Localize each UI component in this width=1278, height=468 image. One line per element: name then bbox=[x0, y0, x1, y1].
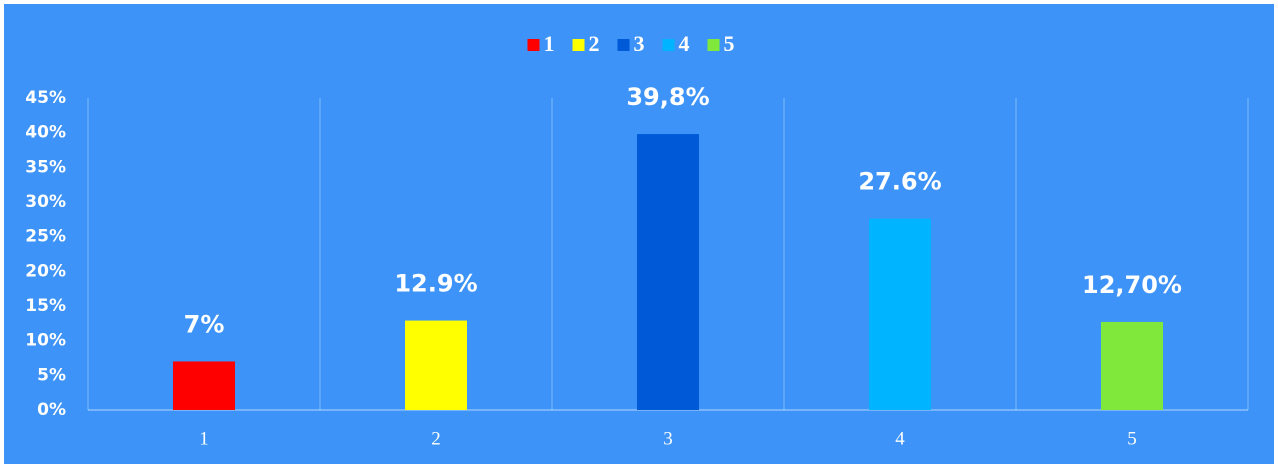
data-label: 12,70% bbox=[1082, 271, 1182, 299]
legend-swatch bbox=[527, 39, 540, 51]
x-tick-label: 3 bbox=[663, 428, 673, 449]
y-tick-label: 25% bbox=[25, 227, 66, 247]
legend-swatch bbox=[617, 39, 630, 51]
y-tick-label: 45% bbox=[25, 88, 66, 108]
y-tick-label: 35% bbox=[25, 157, 66, 177]
data-label: 12.9% bbox=[394, 270, 477, 298]
x-tick-label: 5 bbox=[1127, 428, 1137, 449]
legend-label: 4 bbox=[679, 31, 690, 56]
data-label: 7% bbox=[184, 310, 225, 338]
legend-swatch bbox=[662, 39, 675, 51]
y-tick-label: 30% bbox=[25, 192, 66, 212]
legend-swatch bbox=[707, 39, 720, 51]
y-tick-label: 20% bbox=[25, 261, 66, 281]
bar bbox=[637, 134, 699, 410]
bar bbox=[405, 320, 467, 410]
y-tick-label: 15% bbox=[25, 296, 66, 316]
y-tick-label: 40% bbox=[25, 123, 66, 143]
x-tick-label: 1 bbox=[199, 428, 209, 449]
bar bbox=[173, 361, 235, 410]
y-tick-label: 10% bbox=[25, 331, 66, 351]
data-label: 27.6% bbox=[858, 168, 941, 196]
legend-swatch bbox=[572, 39, 585, 51]
legend-label: 5 bbox=[724, 31, 735, 56]
legend-label: 3 bbox=[634, 31, 645, 56]
x-tick-label: 2 bbox=[431, 428, 441, 449]
data-label: 39,8% bbox=[626, 83, 709, 111]
y-tick-label: 0% bbox=[37, 400, 66, 420]
x-tick-label: 4 bbox=[895, 428, 905, 449]
legend-label: 2 bbox=[589, 31, 600, 56]
bar bbox=[869, 218, 931, 410]
legend-label: 1 bbox=[544, 31, 555, 56]
y-tick-label: 5% bbox=[37, 365, 66, 385]
bar bbox=[1101, 321, 1163, 410]
